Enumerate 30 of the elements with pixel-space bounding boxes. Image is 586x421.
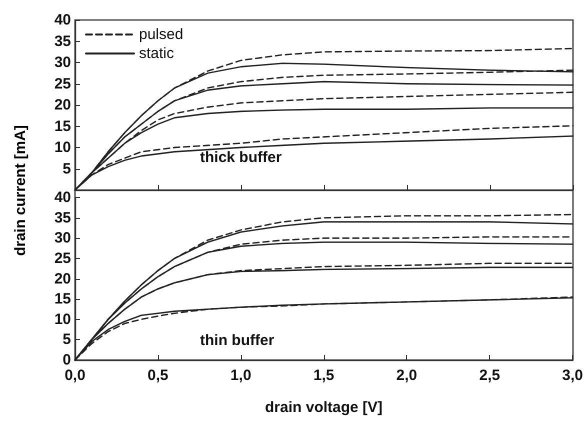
y-tick-label: 35 [54, 209, 71, 226]
y-tick-label: 20 [54, 96, 71, 114]
y-tick-label: 5 [62, 160, 71, 178]
x-tick-label: 2,5 [479, 367, 500, 384]
x-tick-label: 3,0 [562, 367, 584, 384]
y-tick-label: 30 [54, 54, 71, 71]
y-tick-label: 25 [54, 75, 71, 92]
annotation: thick buffer [200, 149, 282, 166]
annotation: thin buffer [200, 332, 274, 349]
x-tick-label: 0,5 [148, 367, 168, 384]
y-tick-label: 20 [54, 270, 71, 288]
x-axis-title: drain voltage [V] [265, 399, 383, 416]
y-tick-label: 35 [54, 32, 71, 50]
x-tick-label: 1,5 [313, 367, 334, 384]
y-tick-label: 10 [54, 310, 71, 328]
legend-label: pulsed [139, 26, 184, 43]
y-tick-label: 40 [54, 189, 71, 206]
y-tick-label: 0 [62, 352, 71, 368]
y-tick-label: 30 [54, 230, 71, 247]
x-tick-label: 2,0 [396, 367, 418, 384]
y-tick-label: 10 [54, 139, 71, 156]
y-tick-label: 15 [54, 290, 71, 308]
y-axis-title: drain current [mA] [11, 124, 28, 256]
x-tick-label: 1,0 [230, 367, 252, 384]
y-tick-label: 25 [54, 250, 71, 267]
x-tick-label: 0,0 [64, 367, 86, 384]
y-tick-label: 5 [62, 331, 71, 348]
legend-label: static [139, 45, 175, 62]
y-tick-label: 15 [54, 118, 71, 135]
y-tick-label: 40 [54, 12, 71, 28]
